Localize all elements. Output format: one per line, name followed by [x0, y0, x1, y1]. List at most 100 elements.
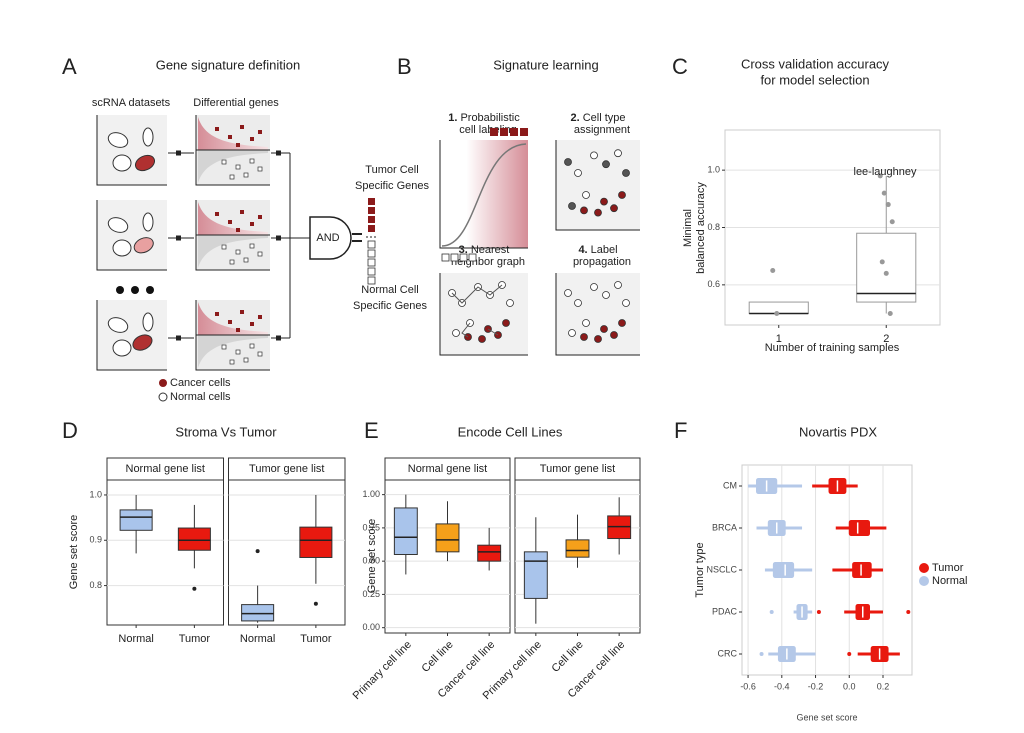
legend-swatch: [158, 392, 168, 402]
x-tick-label: -0.4: [774, 681, 790, 691]
annotation: lee-laughney: [854, 166, 917, 178]
y-tick-label: 1.0: [89, 489, 102, 499]
cell-cluster: [107, 317, 129, 333]
y-tick-label: 0.8: [89, 580, 102, 590]
y-tick-label: 1.00: [362, 489, 380, 499]
up-gene: [228, 220, 232, 224]
y-axis-label: Minimal: [682, 209, 694, 247]
cancer-cell: [610, 204, 618, 213]
outlier: [313, 601, 318, 606]
arrow-head: [276, 235, 281, 241]
tumor-label: [500, 128, 508, 136]
up-gene: [240, 125, 244, 129]
up-gene: [236, 143, 240, 147]
arrow-head: [176, 150, 181, 156]
step-number: 3.: [459, 244, 468, 256]
down-curve: [198, 235, 268, 268]
y-tick-label: 0.6: [707, 279, 720, 289]
legend-label: Cancer cells: [170, 377, 231, 389]
step-label: propagation: [573, 256, 631, 268]
box: [852, 561, 872, 579]
facet-strip: [228, 457, 346, 481]
cell-cluster: [142, 312, 154, 332]
y-tick-label: 0.00: [362, 622, 380, 632]
box: [119, 509, 153, 531]
box: [856, 232, 917, 303]
down-curve: [198, 335, 268, 368]
y-tick-label: 0.75: [362, 522, 380, 532]
ellipsis-dot: [146, 286, 154, 294]
normal-cell: [622, 169, 630, 177]
normal-cell: [614, 281, 622, 289]
up-gene: [258, 130, 262, 134]
x-tick-label: -0.2: [808, 681, 824, 691]
box: [299, 526, 333, 558]
step-text: Cell type: [583, 112, 626, 124]
step-label: cell labeling: [459, 124, 516, 136]
cancer-cell: [600, 197, 608, 206]
axes: [96, 300, 167, 371]
box: [241, 604, 275, 622]
up-curve: [198, 202, 268, 235]
normal-label: [459, 253, 468, 262]
normal-gene: [367, 258, 376, 267]
normal-cell: [506, 299, 514, 307]
step-number: 2.: [571, 112, 580, 124]
up-gene: [215, 212, 219, 216]
normal-cell: [574, 299, 582, 307]
up-gene: [258, 315, 262, 319]
x-tick-label: 2: [883, 333, 889, 345]
point: [885, 202, 891, 208]
cancer-cell: [600, 325, 608, 333]
y-tick-label: 0.25: [362, 589, 380, 599]
y-tick-label: 1.0: [707, 165, 720, 175]
panel-label: D: [62, 418, 78, 443]
tumor-label: [510, 128, 518, 136]
box: [772, 561, 795, 579]
tumor-gene: [368, 216, 375, 223]
down-curve: [198, 150, 268, 183]
point: [881, 190, 887, 196]
dataset-frame: [97, 115, 167, 185]
step-frame: [440, 140, 528, 248]
step-frame: [440, 273, 528, 355]
x-tick-label: Normal: [118, 633, 153, 645]
tumor-gene: [368, 225, 375, 232]
facet-strip: [384, 457, 511, 481]
connector: [289, 153, 310, 338]
sigmoid: [441, 143, 527, 247]
box: [435, 523, 460, 553]
legend-swatch: [919, 576, 929, 586]
x-tick-label: 0.0: [843, 681, 856, 691]
facet-title: Normal gene list: [126, 463, 205, 475]
outlier: [192, 586, 197, 591]
up-gene: [236, 228, 240, 232]
down-gene: [221, 244, 227, 250]
x-axis-label: Number of training samples: [765, 342, 900, 354]
normal-cell: [582, 319, 590, 327]
facet-strip: [106, 457, 224, 481]
ellipsis-dot: [116, 286, 124, 294]
normal-cell: [602, 160, 610, 169]
arrow-head: [276, 150, 281, 156]
down-gene: [229, 359, 235, 365]
y-tick-label: 0.8: [707, 222, 720, 232]
tumor-label: [490, 128, 498, 136]
arrow-head: [176, 235, 181, 241]
legend-label: Tumor: [932, 562, 964, 574]
point: [774, 311, 780, 317]
down-gene: [235, 349, 241, 355]
down-gene: [229, 174, 235, 180]
dataset-frame: [97, 300, 167, 370]
normal-genes: Specific Genes: [353, 300, 427, 312]
axes: [195, 200, 270, 271]
y-axis-label: Tumor type: [694, 542, 706, 597]
normal-gene: [367, 240, 376, 249]
step-label: 4. Label: [578, 244, 617, 256]
up-gene: [250, 322, 254, 326]
plot-panel: [106, 479, 224, 626]
x-tick-label: 0.2: [877, 681, 890, 691]
chart-title: Novartis PDX: [799, 424, 877, 439]
step-label: 2. Cell type: [571, 112, 626, 124]
